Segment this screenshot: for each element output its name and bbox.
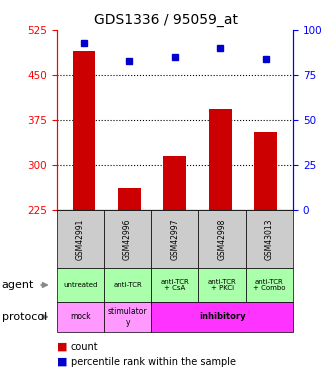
Bar bbox=[254, 132, 277, 210]
Text: ■: ■ bbox=[57, 342, 67, 352]
Text: GSM42996: GSM42996 bbox=[123, 218, 132, 260]
Text: inhibitory: inhibitory bbox=[199, 312, 245, 321]
Text: count: count bbox=[71, 342, 98, 352]
Text: mock: mock bbox=[70, 312, 91, 321]
Bar bbox=[209, 109, 232, 210]
Text: stimulator
y: stimulator y bbox=[108, 307, 147, 327]
Bar bbox=[73, 51, 95, 210]
Text: GSM42991: GSM42991 bbox=[76, 218, 85, 260]
Text: GDS1336 / 95059_at: GDS1336 / 95059_at bbox=[95, 13, 238, 27]
Bar bbox=[118, 188, 141, 210]
Text: agent: agent bbox=[2, 280, 34, 290]
Text: anti-TCR
+ PKCi: anti-TCR + PKCi bbox=[208, 279, 236, 291]
Text: anti-TCR
+ CsA: anti-TCR + CsA bbox=[161, 279, 189, 291]
Text: anti-TCR: anti-TCR bbox=[113, 282, 142, 288]
Text: GSM42997: GSM42997 bbox=[170, 218, 179, 260]
Text: anti-TCR
+ Combo: anti-TCR + Combo bbox=[253, 279, 286, 291]
Text: untreated: untreated bbox=[63, 282, 98, 288]
Text: GSM42998: GSM42998 bbox=[217, 218, 227, 260]
Text: percentile rank within the sample: percentile rank within the sample bbox=[71, 357, 235, 367]
Text: GSM43013: GSM43013 bbox=[265, 218, 274, 260]
Bar bbox=[164, 156, 186, 210]
Text: ■: ■ bbox=[57, 357, 67, 367]
Text: protocol: protocol bbox=[2, 312, 47, 322]
